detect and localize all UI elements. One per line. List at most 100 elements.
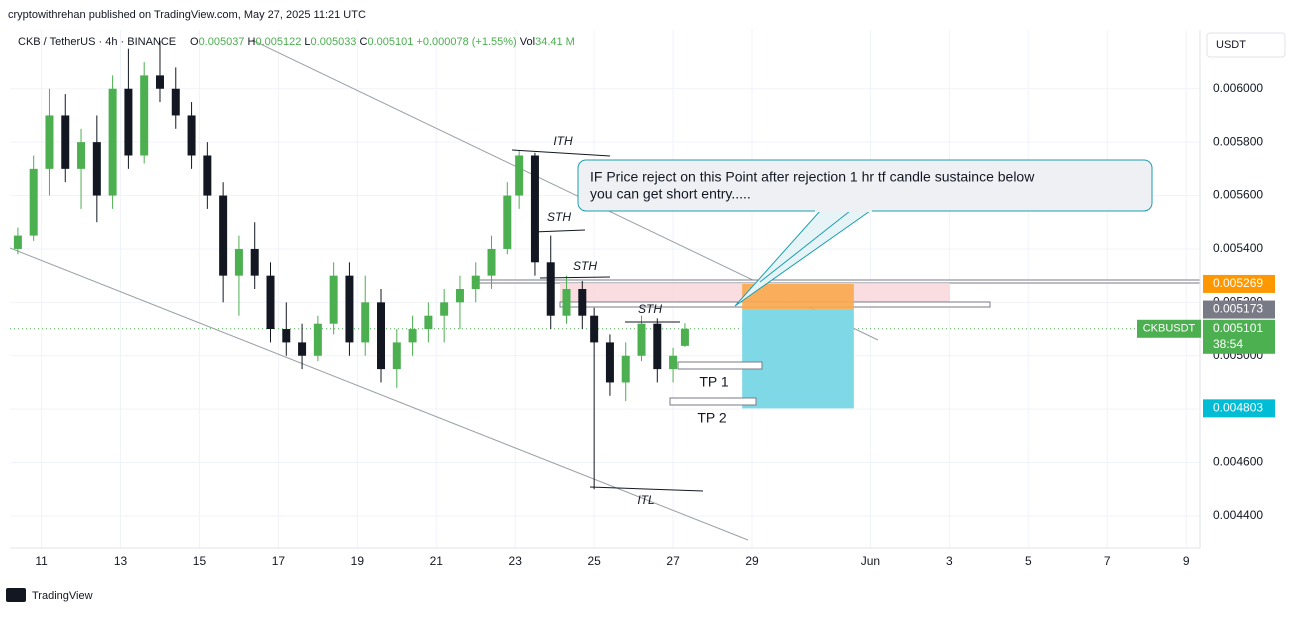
candle-body xyxy=(669,355,678,370)
change: +0.000078 (+1.55%) xyxy=(416,36,516,48)
candle-body xyxy=(361,302,370,343)
price-tag xyxy=(1203,274,1275,293)
label: Vol xyxy=(520,36,535,48)
price-tag-label: 0.004803 xyxy=(1213,401,1263,415)
candle-body xyxy=(345,275,354,343)
annotation: ITH xyxy=(553,134,573,148)
candle-body xyxy=(408,329,417,343)
candle-body xyxy=(515,155,524,196)
tp-box xyxy=(669,397,757,406)
candle-body xyxy=(578,289,587,316)
value: 0.005101 xyxy=(367,36,413,48)
y-tick-label: 0.004400 xyxy=(1213,508,1263,522)
candle-body xyxy=(680,328,689,346)
y-tick-label: 0.005800 xyxy=(1213,134,1263,148)
currency-box xyxy=(1206,32,1286,58)
x-tick-label: 21 xyxy=(430,554,444,568)
candle-body xyxy=(377,302,386,370)
candle-body xyxy=(282,329,291,343)
candle-body xyxy=(313,323,322,356)
candle-body xyxy=(424,315,433,330)
x-tick-label: 7 xyxy=(1104,554,1111,568)
y-tick-label: 0.005400 xyxy=(1213,241,1263,255)
symbol-tag xyxy=(1137,319,1201,338)
candle-body xyxy=(61,115,70,169)
level-line xyxy=(532,229,586,233)
symbol-tag-label: CKBUSDT xyxy=(1143,323,1196,335)
candle-body xyxy=(203,155,212,196)
candle-body xyxy=(92,142,101,196)
candle-body xyxy=(471,275,480,289)
trend-line xyxy=(9,247,749,541)
candle-body xyxy=(298,342,307,356)
x-tick-label: 9 xyxy=(1183,554,1190,568)
x-tick-label: 27 xyxy=(666,554,680,568)
candle-body xyxy=(455,289,464,303)
value: 0.005033 xyxy=(311,36,357,48)
candle-body xyxy=(250,248,259,276)
countdown: 38:54 xyxy=(1213,337,1243,351)
candle-body xyxy=(530,155,539,263)
label: L xyxy=(304,36,310,48)
x-tick-label: 19 xyxy=(351,554,365,568)
candle-body xyxy=(392,342,401,370)
annotation: TP 1 xyxy=(699,374,729,390)
x-tick-label: 17 xyxy=(272,554,286,568)
candle-body xyxy=(266,275,275,330)
candle-body xyxy=(171,88,180,116)
candle-body xyxy=(653,323,662,370)
x-tick-label: Jun xyxy=(861,554,880,568)
last-price-tag xyxy=(1203,319,1275,354)
annotation: TP 2 xyxy=(697,410,727,426)
candle-body xyxy=(546,262,555,316)
candle-body xyxy=(440,302,449,316)
x-tick-label: 5 xyxy=(1025,554,1032,568)
logo xyxy=(6,588,26,602)
y-tick-label: 0.006000 xyxy=(1213,81,1263,95)
price-tag-label: 0.005269 xyxy=(1213,276,1263,290)
price-tag-label: 0.005173 xyxy=(1213,302,1263,316)
price-tag xyxy=(1203,300,1275,319)
candle-body xyxy=(605,342,614,383)
currency: USDT xyxy=(1216,39,1246,51)
value: 0.005037 xyxy=(199,36,245,48)
x-tick-label: 11 xyxy=(35,554,48,568)
candle-body xyxy=(13,235,22,249)
annotation: STH xyxy=(547,210,571,224)
candle-body xyxy=(124,88,133,156)
level-line xyxy=(539,276,611,279)
candle-body xyxy=(590,315,599,343)
x-tick-label: 15 xyxy=(193,554,207,568)
label: H xyxy=(248,36,256,48)
level-line xyxy=(511,149,611,157)
candle-body xyxy=(503,195,512,249)
last-price-label: 0.005101 xyxy=(1213,321,1263,335)
value: 0.005122 xyxy=(255,36,301,48)
position xyxy=(742,283,854,409)
candle-body xyxy=(45,115,54,169)
ohlc: O0.005037 H0.005122 L0.005033 C0.005101 … xyxy=(190,36,575,48)
label: O xyxy=(190,36,199,48)
candle-body xyxy=(29,168,38,236)
x-tick-label: 3 xyxy=(946,554,953,568)
candle-body xyxy=(77,142,86,169)
candle-body xyxy=(562,289,571,316)
candle-body xyxy=(621,355,630,383)
x-tick-label: 13 xyxy=(114,554,128,568)
annotation: ITL xyxy=(637,493,654,507)
candle-body xyxy=(219,195,228,276)
candle-body xyxy=(329,275,338,324)
symbol: CKB / TetherUS · 4h · BINANCE xyxy=(18,36,176,48)
x-tick-label: 29 xyxy=(745,554,759,568)
grid xyxy=(10,30,1200,548)
candle-body xyxy=(187,115,196,156)
callout-text: IF Price reject on this Point after reje… xyxy=(590,169,1035,185)
volume: 34.41 M xyxy=(535,36,575,48)
x-tick-label: 23 xyxy=(509,554,523,568)
x-tick-label: 25 xyxy=(587,554,601,568)
candles xyxy=(13,40,689,490)
label: C xyxy=(360,36,368,48)
target-zone xyxy=(742,309,854,409)
